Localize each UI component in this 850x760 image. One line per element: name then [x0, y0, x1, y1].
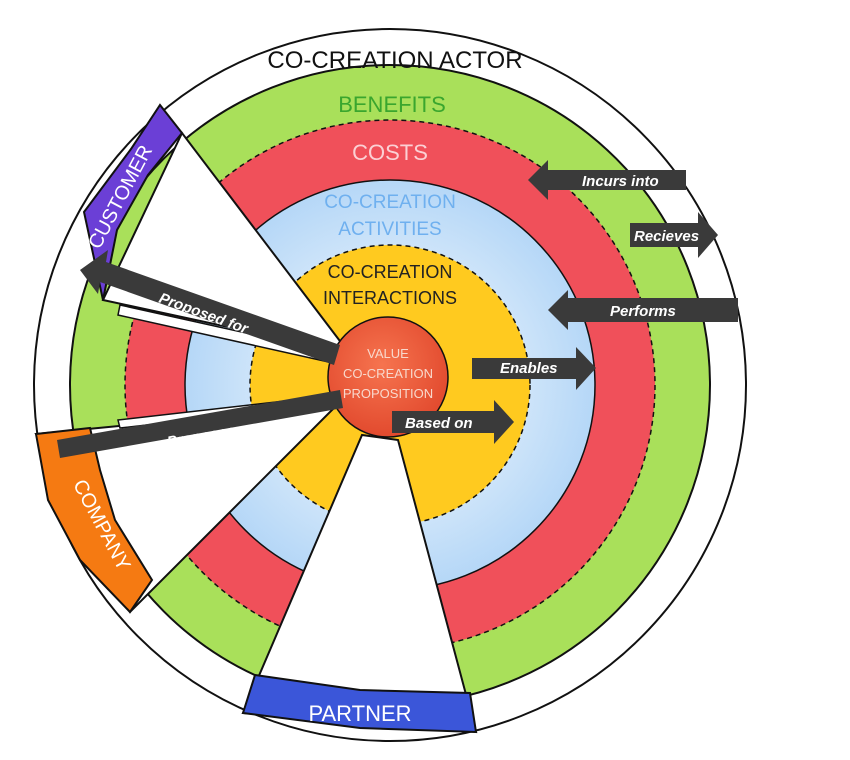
- interactions-label-line2: INTERACTIONS: [323, 288, 457, 308]
- arrow-proposes: [57, 390, 343, 458]
- enables-label: Enables: [500, 360, 558, 377]
- benefits-label: BENEFITS: [338, 92, 446, 117]
- activities-label-line2: ACTIVITIES: [338, 219, 441, 240]
- partner-label: PARTNER: [308, 701, 411, 726]
- based-on-label: Based on: [405, 415, 473, 432]
- arrow-recieves: [630, 212, 718, 258]
- partner-sector: [241, 433, 478, 734]
- recieves-label: Recieves: [634, 228, 699, 245]
- arrow-proposed-for: [80, 250, 340, 365]
- center-label-line3: PROPOSITION: [343, 386, 433, 401]
- activities-label-line1: CO-CREATION: [324, 192, 456, 213]
- performs-label: Performs: [610, 303, 676, 320]
- center-label-line1: VALUE: [367, 346, 409, 361]
- arrow-based-on: [392, 400, 514, 444]
- value-proposition-circle: [327, 316, 449, 438]
- arrow-performs: [548, 290, 738, 330]
- arrow-incurs-into: [528, 160, 686, 200]
- incurs-into-label: Incurs into: [582, 173, 659, 190]
- costs-label: COSTS: [352, 140, 428, 165]
- center-label-line2: CO-CREATION: [343, 366, 433, 381]
- interactions-label-line1: CO-CREATION: [328, 262, 453, 282]
- arrow-enables: [472, 347, 596, 390]
- actor-label: CO-CREATION ACTOR: [267, 47, 522, 74]
